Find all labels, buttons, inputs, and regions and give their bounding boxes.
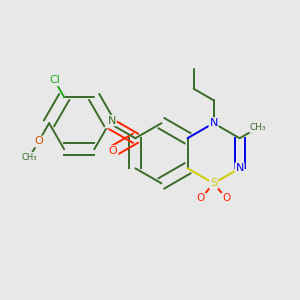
Text: O: O (109, 146, 118, 156)
Text: O: O (197, 194, 205, 203)
Text: N: N (209, 118, 218, 128)
Text: H: H (106, 119, 113, 128)
Text: O: O (222, 194, 230, 203)
Text: N: N (236, 163, 244, 173)
Text: Cl: Cl (49, 75, 60, 85)
Text: N: N (108, 116, 116, 126)
Text: CH₃: CH₃ (250, 123, 266, 132)
Text: CH₃: CH₃ (22, 153, 37, 162)
Text: O: O (34, 136, 43, 146)
Text: S: S (210, 178, 217, 188)
